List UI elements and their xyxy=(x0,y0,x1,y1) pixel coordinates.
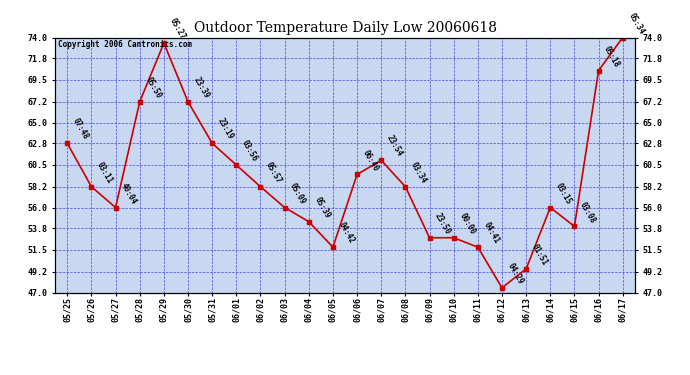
Text: 03:15: 03:15 xyxy=(554,181,573,206)
Text: 05:18: 05:18 xyxy=(602,44,622,69)
Text: 03:56: 03:56 xyxy=(240,139,259,163)
Text: 05:50: 05:50 xyxy=(144,75,163,100)
Text: 03:34: 03:34 xyxy=(409,160,428,185)
Text: 05:39: 05:39 xyxy=(313,195,332,220)
Text: 04:41: 04:41 xyxy=(482,221,501,245)
Text: 06:40: 06:40 xyxy=(361,148,380,172)
Text: Copyright 2006 Cantronics.com: Copyright 2006 Cantronics.com xyxy=(58,40,193,49)
Text: 05:09: 05:09 xyxy=(288,181,308,206)
Text: 23:19: 23:19 xyxy=(216,117,235,141)
Text: 23:39: 23:39 xyxy=(192,75,211,100)
Text: 05:57: 05:57 xyxy=(264,160,284,185)
Text: 03:08: 03:08 xyxy=(578,200,598,225)
Text: 04:42: 04:42 xyxy=(337,221,356,245)
Title: Outdoor Temperature Daily Low 20060618: Outdoor Temperature Daily Low 20060618 xyxy=(193,21,497,35)
Text: 05:34: 05:34 xyxy=(627,11,646,36)
Text: 23:50: 23:50 xyxy=(433,211,453,236)
Text: 03:11: 03:11 xyxy=(95,160,115,185)
Text: 01:51: 01:51 xyxy=(530,243,549,267)
Text: 40:04: 40:04 xyxy=(119,181,139,206)
Text: 23:54: 23:54 xyxy=(385,134,404,159)
Text: 05:27: 05:27 xyxy=(168,17,187,41)
Text: 07:48: 07:48 xyxy=(71,117,90,141)
Text: 00:00: 00:00 xyxy=(457,211,477,236)
Text: 04:29: 04:29 xyxy=(506,261,525,286)
